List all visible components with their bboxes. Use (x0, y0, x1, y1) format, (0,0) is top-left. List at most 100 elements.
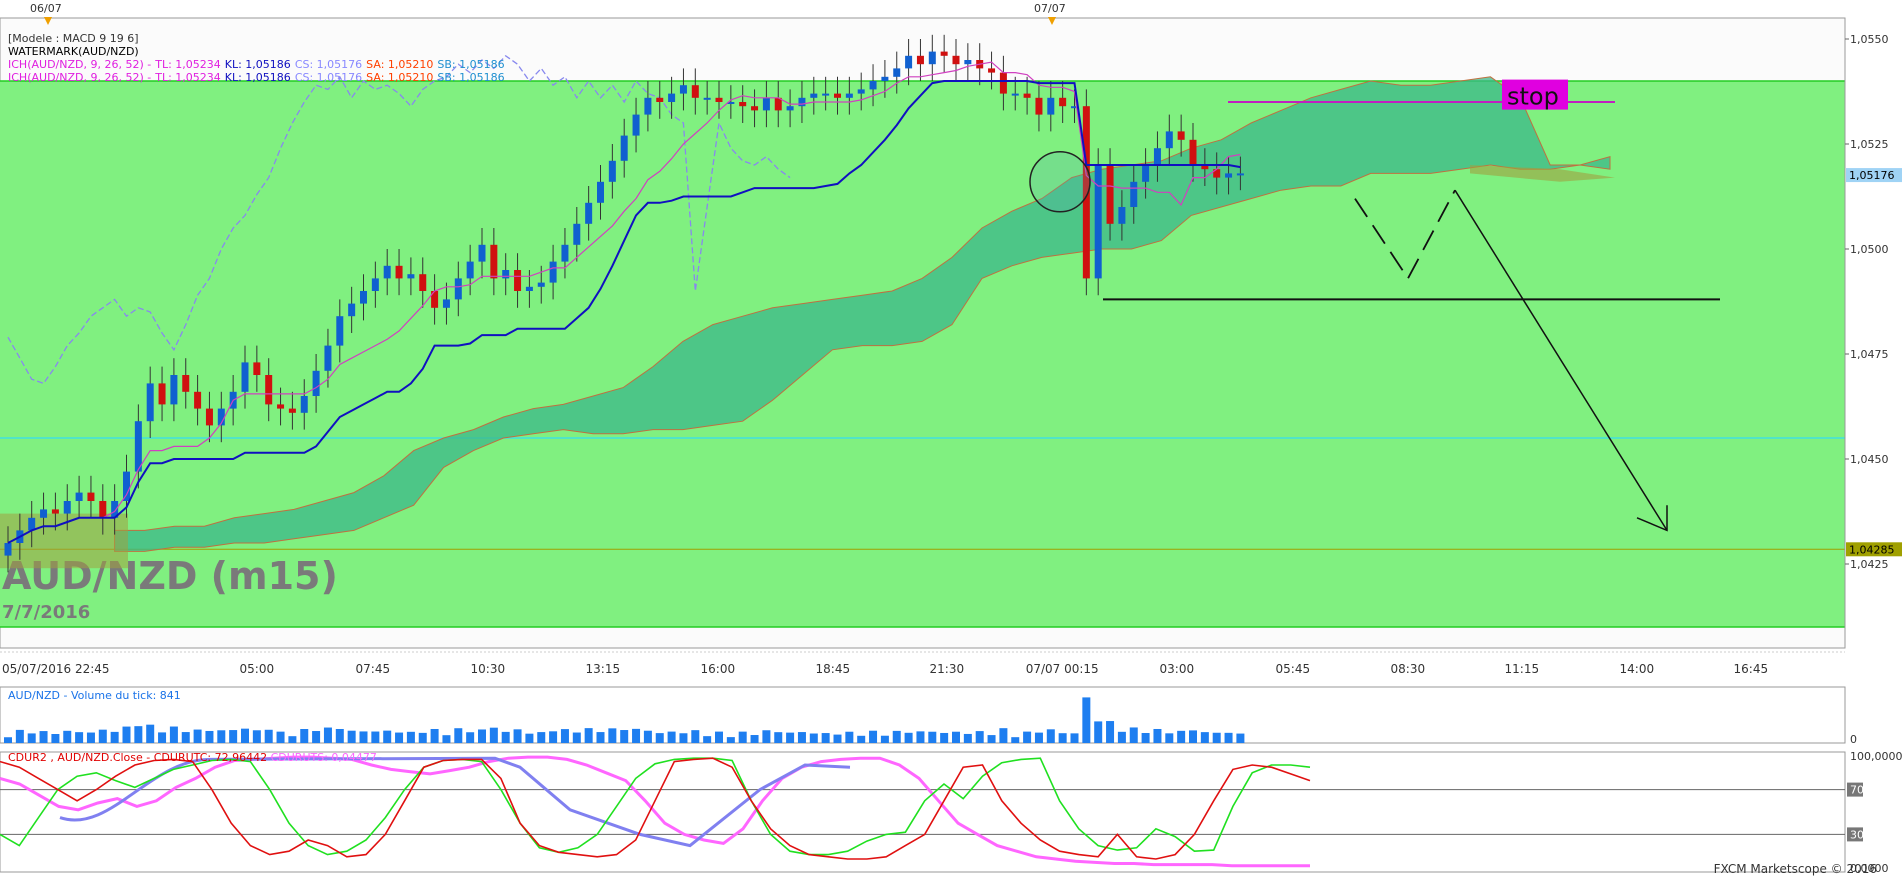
cdur-fast-line (0, 757, 1311, 856)
candle (75, 492, 83, 501)
candle (881, 76, 889, 81)
top-marker (44, 17, 52, 25)
volume-bar (395, 732, 404, 743)
volume-bar (217, 730, 226, 743)
cdurut-blue-segments (59, 756, 851, 848)
candle (798, 97, 806, 107)
legend-line: WATERMARK(AUD/NZD) (8, 45, 139, 58)
legend-item: CS: 1,05176 (294, 58, 363, 71)
candle (1059, 97, 1067, 107)
volume-bar (928, 731, 937, 743)
volume-bar (146, 724, 155, 743)
volume-bar (774, 732, 783, 743)
candle (360, 291, 367, 304)
candle (1023, 93, 1031, 98)
volume-bar (1153, 728, 1162, 743)
candle (1047, 97, 1055, 115)
x-tick-label: 16:45 (1734, 662, 1769, 676)
volume-bar (63, 730, 72, 743)
x-tick-label: 05:45 (1276, 662, 1311, 676)
volume-bar (1236, 733, 1245, 743)
candle (395, 265, 403, 279)
volume-bar (252, 730, 261, 743)
projection-dashed (1354, 189, 1456, 281)
candle (905, 55, 913, 69)
candle (691, 85, 699, 98)
oscillator-legend-item: CDURUTC: 72,96442 (153, 751, 271, 764)
candle (537, 282, 545, 287)
candle (454, 278, 462, 300)
candle (1236, 173, 1244, 176)
candle (1094, 165, 1102, 279)
candle (810, 93, 818, 98)
oscillator-title: CDUR2 , AUD/NZD.Close - CDURUTC: 72,9644… (8, 751, 377, 764)
legend-item: KL: 1,05186 (224, 71, 291, 84)
candle (51, 509, 59, 514)
candle (845, 93, 853, 98)
volume-bar (39, 731, 48, 743)
top-marker (1048, 17, 1056, 25)
top-marker-label: 06/07 (30, 2, 62, 15)
candle (739, 102, 747, 107)
y-tick-label: 1,0450 (1850, 453, 1889, 466)
volume-zero-label: 0 (1850, 733, 1857, 746)
current-price-label: 1,05176 (1849, 169, 1895, 182)
volume-bar (667, 731, 676, 743)
volume-bar (1117, 731, 1126, 743)
volume-bar (821, 733, 830, 743)
osc-y-label: 100,0000 (1850, 750, 1903, 763)
volume-bar (86, 732, 95, 743)
candle (158, 383, 166, 405)
candle (514, 270, 522, 291)
x-tick-label: 21:30 (930, 662, 965, 676)
volume-bar (963, 733, 972, 743)
volume-bar (98, 729, 107, 743)
volume-bar (537, 732, 546, 743)
future-cloud (1470, 165, 1615, 182)
candle (1153, 148, 1161, 165)
candle (490, 244, 498, 279)
x-tick-label: 07:45 (356, 662, 391, 676)
candle (893, 68, 901, 77)
volume-bar (916, 731, 925, 743)
candle (952, 55, 960, 65)
volume-bar (229, 730, 238, 743)
legend-item: SA: 1,05210 (366, 58, 434, 71)
y-tick-label: 1,0475 (1850, 348, 1889, 361)
legend-item: SB: 1,05186 (437, 71, 505, 84)
volume-bar (869, 730, 878, 743)
volume-bar (4, 737, 12, 743)
volume-bar (181, 732, 190, 743)
candle (822, 93, 830, 96)
legend-item: SA: 1,05210 (366, 71, 434, 84)
volume-bar (110, 731, 119, 743)
candle (407, 274, 415, 279)
volume-bar (158, 732, 167, 743)
volume-bar (892, 730, 901, 743)
volume-bar (383, 730, 392, 743)
candle (608, 160, 616, 182)
volume-bar (809, 733, 818, 743)
candle (1201, 165, 1209, 170)
volume-title: AUD/NZD - Volume du tick: 841 (8, 689, 181, 702)
x-tick-label: 05/07/2016 22:45 (2, 662, 110, 676)
volume-bar (241, 728, 249, 743)
volume-bar (643, 730, 652, 743)
level-price-label: 1,04285 (1849, 543, 1895, 556)
candle (336, 316, 344, 346)
volume-bar (999, 728, 1008, 743)
volume-bar (596, 732, 605, 743)
x-tick-label: 03:00 (1160, 662, 1195, 676)
legend-item: ICH(AUD/NZD, 9, 26, 52) - (8, 58, 152, 71)
projection-arrow-head (1636, 505, 1668, 532)
x-tick-label: 10:30 (471, 662, 506, 676)
osc-level-badge (1847, 827, 1863, 842)
osc-y-label: 30 (1850, 828, 1864, 841)
candle (869, 81, 877, 90)
volume-bar (1141, 733, 1150, 743)
volume-bar (205, 730, 214, 743)
volume-bar (442, 735, 451, 743)
volume-bar (300, 729, 309, 743)
volume-bar (987, 735, 996, 743)
